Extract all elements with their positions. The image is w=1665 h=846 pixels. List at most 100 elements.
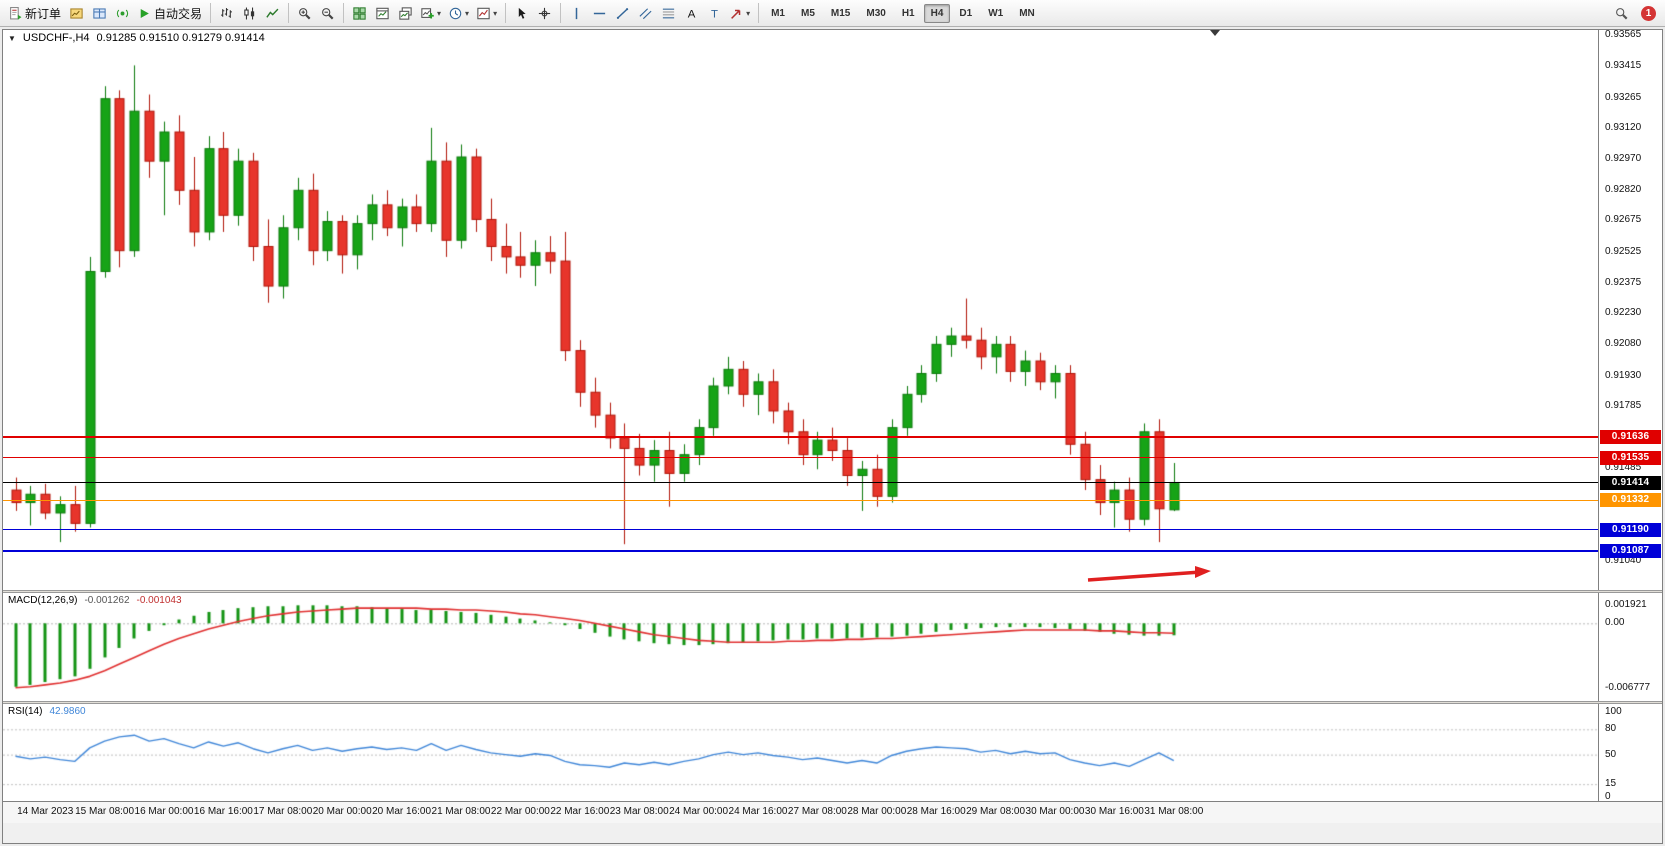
time-axis[interactable]: 14 Mar 2023 15 Mar 08:00 16 Mar 00:00 16 Ma… <box>3 801 1662 823</box>
level-line[interactable] <box>3 457 1598 459</box>
level-line[interactable] <box>3 529 1598 531</box>
zoom-out-button[interactable] <box>316 2 339 24</box>
timeframe-button-h4[interactable]: H4 <box>923 3 951 23</box>
macd-label: MACD(12,26,9) <box>8 595 78 606</box>
zoom-in-icon <box>298 7 311 20</box>
horizontal-line-button[interactable] <box>588 2 611 24</box>
cursor-button[interactable] <box>510 2 533 24</box>
text-button[interactable]: A <box>680 2 703 24</box>
price-tick: 0.93565 <box>1605 29 1642 41</box>
panel-splitter[interactable] <box>3 590 1662 593</box>
notifications-badge[interactable]: 1 <box>1641 5 1656 21</box>
bar-chart-button[interactable] <box>215 2 238 24</box>
time-label: 20 Mar 16:00 <box>372 806 432 817</box>
price-tick: 0.91040 <box>1605 554 1642 566</box>
level-line[interactable] <box>3 482 1598 484</box>
trendline-button[interactable] <box>611 2 634 24</box>
timeframe-button-m5[interactable]: M5 <box>801 7 815 19</box>
timeframe-button-m15[interactable]: M15 <box>830 7 851 19</box>
fibonacci-button[interactable] <box>657 2 680 24</box>
data-window-icon <box>93 7 106 20</box>
toolbar-separator <box>210 3 212 23</box>
macd-title: MACD(12,26,9) -0.001262 -0.001043 <box>8 595 182 606</box>
time-label: 29 Mar 08:00 <box>966 806 1026 817</box>
channel-icon <box>639 7 652 20</box>
auto-trading-button[interactable]: 自动交易 <box>134 2 206 24</box>
label-button[interactable]: T <box>703 2 726 24</box>
macd-canvas[interactable] <box>3 593 1598 701</box>
period-button[interactable]: ▾ <box>445 2 473 24</box>
new-chart-button[interactable]: ▾ <box>417 2 445 24</box>
tile-windows-icon <box>353 6 366 20</box>
price-tag: 0.91087 <box>1600 544 1661 559</box>
new-chart-icon <box>421 7 434 20</box>
timeframe-button-m1[interactable]: M1 <box>771 7 785 19</box>
chart-expand-icon[interactable]: ▼ <box>8 33 16 43</box>
main-toolbar: 新订单 自动交易 ▾ ▾ ▾ A T ▾ M1 M5 M15 M30 H1 H4 D1 W1 MN 1 <box>0 0 1665 27</box>
price-tick: 0.92970 <box>1605 153 1642 165</box>
zoom-out-icon <box>321 7 334 20</box>
time-label: 24 Mar 00:00 <box>669 806 729 817</box>
arrange-charts-button[interactable] <box>371 2 394 24</box>
template-button[interactable]: ▾ <box>473 2 501 24</box>
svg-text:A: A <box>688 8 696 20</box>
price-tag: 0.91332 <box>1600 493 1661 508</box>
dropdown-caret-icon: ▾ <box>493 8 498 18</box>
clock-icon <box>449 7 462 20</box>
price-tag: 0.91636 <box>1600 429 1661 444</box>
timeframe-button-w1[interactable]: W1 <box>988 7 1004 19</box>
timeframe-button-mn[interactable]: MN <box>1019 7 1035 19</box>
candlestick-chart-button[interactable] <box>238 2 261 24</box>
market-watch-button[interactable] <box>65 2 88 24</box>
cascade-charts-button[interactable] <box>394 2 417 24</box>
macd-panel: MACD(12,26,9) -0.001262 -0.001043 <box>3 593 1598 701</box>
dropdown-caret-icon: ▾ <box>746 8 751 18</box>
price-scale[interactable]: 0.93565 0.93415 0.93265 0.93120 0.92970 0.928… <box>1598 29 1662 802</box>
timeframe-button-m30[interactable]: M30 <box>866 7 886 19</box>
rsi-panel: RSI(14) 42.9860 <box>3 704 1598 801</box>
zoom-in-button[interactable] <box>293 2 316 24</box>
timeframe-button-d1[interactable]: D1 <box>959 7 973 19</box>
arrows-button[interactable]: ▾ <box>726 2 754 24</box>
crosshair-button[interactable] <box>533 2 556 24</box>
rsi-canvas[interactable] <box>3 704 1598 801</box>
channel-button[interactable] <box>634 2 657 24</box>
toolbar-separator <box>560 3 562 23</box>
cascade-charts-icon <box>399 6 412 20</box>
time-label: 28 Mar 16:00 <box>906 806 966 817</box>
timeframe-button-h1[interactable]: H1 <box>901 7 915 19</box>
macd-scale-tick: -0.006777 <box>1605 681 1651 693</box>
macd-value-signal: -0.001043 <box>136 595 182 606</box>
price-tag: 0.91190 <box>1600 522 1661 537</box>
time-label: 14 Mar 2023 <box>17 806 74 817</box>
macd-scale-tick: 0.00 <box>1605 617 1625 629</box>
time-label: 22 Mar 16:00 <box>550 806 610 817</box>
chart-shift-marker[interactable] <box>1210 30 1220 36</box>
price-chart-canvas[interactable] <box>3 30 1598 590</box>
level-line[interactable] <box>3 499 1598 501</box>
price-tick: 0.92675 <box>1605 214 1642 226</box>
data-window-button[interactable] <box>88 2 111 24</box>
trendline-icon <box>616 7 629 20</box>
level-line[interactable] <box>3 435 1598 438</box>
line-chart-button[interactable] <box>261 2 284 24</box>
auto-trading-button-label: 自动交易 <box>154 6 203 21</box>
price-tag: 0.91414 <box>1600 475 1661 490</box>
rsi-value: 42.9860 <box>49 706 86 717</box>
fibonacci-icon <box>662 7 675 20</box>
level-line[interactable] <box>3 550 1598 553</box>
signals-button[interactable] <box>111 2 134 24</box>
dropdown-caret-icon: ▾ <box>465 8 470 18</box>
search-button[interactable] <box>1610 2 1633 24</box>
tile-windows-button[interactable] <box>348 2 371 24</box>
new-order-button[interactable]: 新订单 <box>5 2 65 24</box>
market-watch-icon <box>70 7 83 20</box>
time-label: 24 Mar 16:00 <box>728 806 788 817</box>
panel-splitter[interactable] <box>3 701 1662 704</box>
price-tick: 0.92820 <box>1605 184 1642 196</box>
vertical-line-button[interactable] <box>565 2 588 24</box>
time-label: 16 Mar 16:00 <box>193 806 253 817</box>
text-icon: A <box>685 7 698 20</box>
time-label: 17 Mar 08:00 <box>253 806 313 817</box>
window-bottom-strip <box>3 823 1662 843</box>
